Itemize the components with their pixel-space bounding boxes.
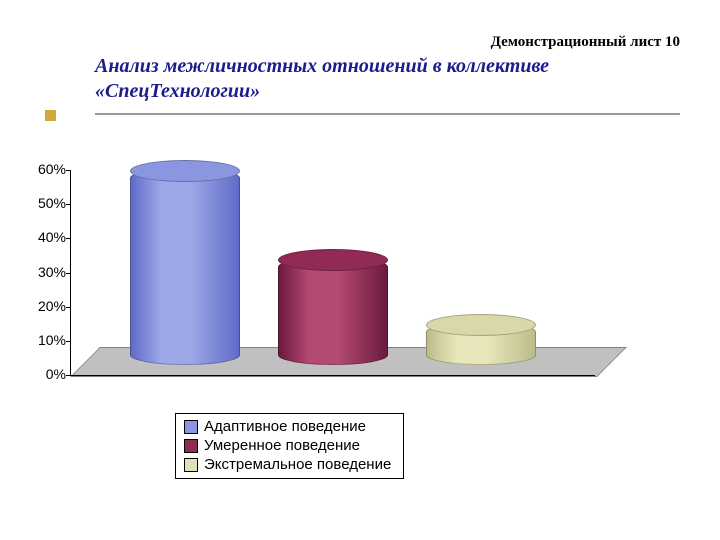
title-rule: [45, 113, 680, 115]
bar-cylinder: [426, 314, 536, 365]
axis-front: [70, 170, 71, 375]
bar-body: [278, 257, 388, 365]
title-line-2: «СпецТехнологии»: [95, 80, 260, 102]
legend-label: Адаптивное поведение: [204, 418, 366, 437]
bar-top-ellipse: [278, 249, 388, 271]
bar-top-ellipse: [426, 314, 536, 336]
y-tick-mark: [66, 204, 70, 205]
legend-swatch: [184, 458, 198, 472]
slide-title: Анализ межличностных отношений в коллект…: [95, 54, 680, 104]
bar-chart: 0%10%20%30%40%50%60%: [70, 150, 625, 400]
y-tick-label: 30%: [30, 264, 66, 280]
y-tick-mark: [66, 273, 70, 274]
legend-swatch: [184, 439, 198, 453]
bar-body: [130, 168, 240, 365]
legend-swatch: [184, 420, 198, 434]
legend-item: Адаптивное поведение: [184, 418, 391, 437]
legend-item: Умеренное поведение: [184, 437, 391, 456]
y-tick-label: 60%: [30, 161, 66, 177]
y-tick-mark: [66, 307, 70, 308]
y-tick-label: 20%: [30, 298, 66, 314]
legend-item: Экстремальное поведение: [184, 456, 391, 475]
legend-label: Умеренное поведение: [204, 437, 360, 456]
slide-page: Демонстрационный лист 10 Анализ межлично…: [0, 0, 720, 540]
y-tick-label: 40%: [30, 229, 66, 245]
y-tick-mark: [66, 238, 70, 239]
axis-baseline: [70, 375, 595, 376]
title-line-1: Анализ межличностных отношений в коллект…: [95, 55, 549, 77]
y-tick-mark: [66, 170, 70, 171]
y-tick-label: 0%: [30, 366, 66, 382]
y-tick-label: 10%: [30, 332, 66, 348]
bullet-icon: [45, 110, 56, 121]
horizontal-rule: [95, 113, 680, 115]
bar-cylinder: [130, 160, 240, 365]
chart-legend: Адаптивное поведениеУмеренное поведениеЭ…: [175, 413, 404, 479]
y-tick-mark: [66, 341, 70, 342]
y-tick-label: 50%: [30, 195, 66, 211]
legend-label: Экстремальное поведение: [204, 456, 391, 475]
sheet-label: Демонстрационный лист 10: [491, 34, 680, 51]
bar-cylinder: [278, 249, 388, 365]
